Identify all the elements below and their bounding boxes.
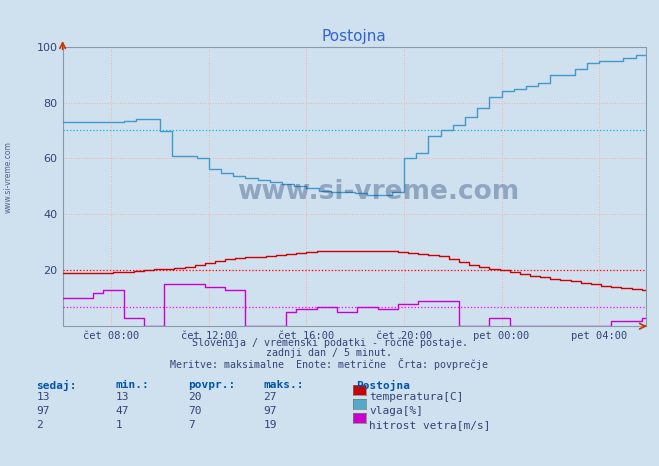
Text: 20: 20 — [188, 392, 201, 402]
Text: 47: 47 — [115, 406, 129, 416]
Text: Postojna: Postojna — [356, 380, 410, 391]
Text: 97: 97 — [264, 406, 277, 416]
Text: www.si-vreme.com: www.si-vreme.com — [237, 179, 520, 205]
Text: 13: 13 — [115, 392, 129, 402]
Text: 7: 7 — [188, 420, 194, 430]
Text: www.si-vreme.com: www.si-vreme.com — [3, 141, 13, 213]
Text: 2: 2 — [36, 420, 43, 430]
Title: Postojna: Postojna — [322, 29, 387, 44]
Text: 70: 70 — [188, 406, 201, 416]
Text: 97: 97 — [36, 406, 49, 416]
Text: 27: 27 — [264, 392, 277, 402]
Text: 13: 13 — [36, 392, 49, 402]
Text: povpr.:: povpr.: — [188, 380, 235, 390]
Text: hitrost vetra[m/s]: hitrost vetra[m/s] — [369, 420, 490, 430]
Text: vlaga[%]: vlaga[%] — [369, 406, 423, 416]
Text: temperatura[C]: temperatura[C] — [369, 392, 463, 402]
Text: maks.:: maks.: — [264, 380, 304, 390]
Text: zadnji dan / 5 minut.: zadnji dan / 5 minut. — [266, 348, 393, 358]
Text: sedaj:: sedaj: — [36, 380, 76, 391]
Text: Meritve: maksimalne  Enote: metrične  Črta: povprečje: Meritve: maksimalne Enote: metrične Črta… — [171, 358, 488, 370]
Text: min.:: min.: — [115, 380, 149, 390]
Text: Slovenija / vremenski podatki - ročne postaje.: Slovenija / vremenski podatki - ročne po… — [192, 338, 467, 349]
Text: 19: 19 — [264, 420, 277, 430]
Text: 1: 1 — [115, 420, 122, 430]
